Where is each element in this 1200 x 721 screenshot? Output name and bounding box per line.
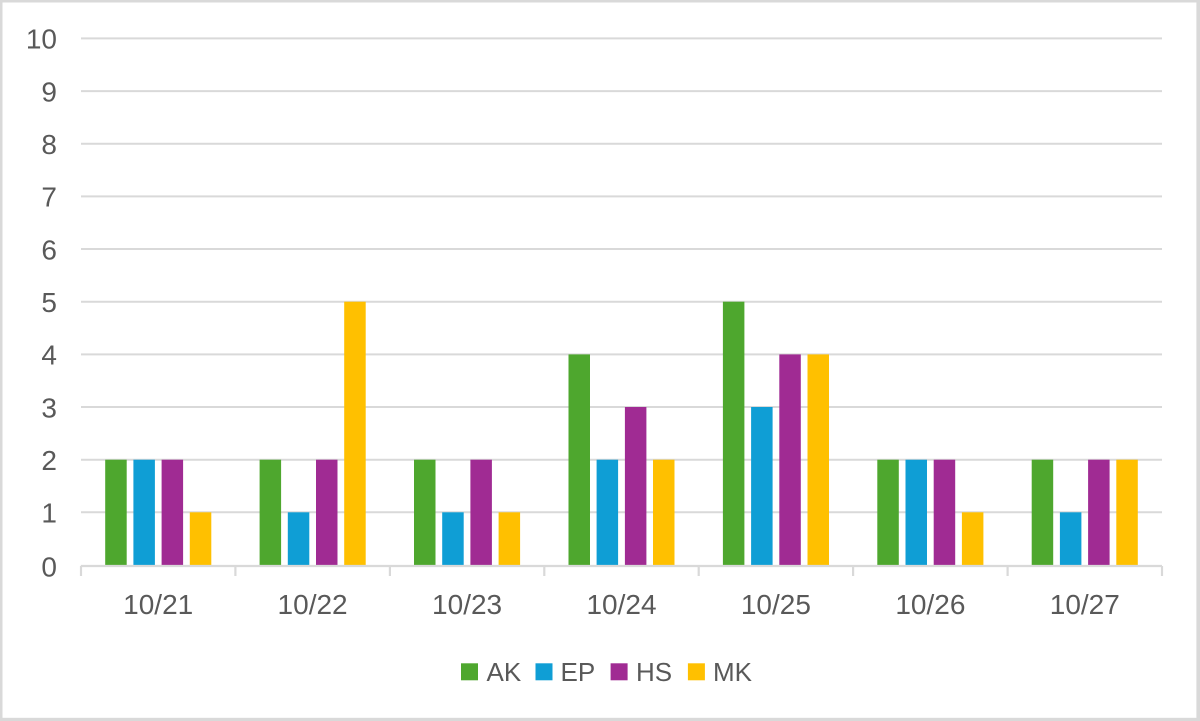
svg-text:9: 9 bbox=[41, 76, 57, 107]
svg-text:10/23: 10/23 bbox=[432, 589, 502, 620]
svg-text:MK: MK bbox=[713, 657, 753, 687]
svg-text:6: 6 bbox=[41, 234, 57, 265]
svg-text:4: 4 bbox=[41, 340, 57, 371]
svg-text:0: 0 bbox=[41, 551, 57, 582]
svg-text:10/26: 10/26 bbox=[895, 589, 965, 620]
svg-text:8: 8 bbox=[41, 129, 57, 160]
svg-text:5: 5 bbox=[41, 287, 57, 318]
svg-text:10: 10 bbox=[26, 24, 57, 55]
svg-text:10/25: 10/25 bbox=[741, 589, 811, 620]
svg-text:1: 1 bbox=[41, 498, 57, 529]
svg-text:10/22: 10/22 bbox=[278, 589, 348, 620]
svg-text:2: 2 bbox=[41, 445, 57, 476]
svg-text:10/24: 10/24 bbox=[586, 589, 656, 620]
svg-text:3: 3 bbox=[41, 392, 57, 423]
svg-text:EP: EP bbox=[561, 657, 596, 687]
svg-text:HS: HS bbox=[636, 657, 672, 687]
svg-text:AK: AK bbox=[487, 657, 522, 687]
svg-text:7: 7 bbox=[41, 182, 57, 213]
svg-text:10/27: 10/27 bbox=[1050, 589, 1120, 620]
svg-text:10/21: 10/21 bbox=[123, 589, 193, 620]
